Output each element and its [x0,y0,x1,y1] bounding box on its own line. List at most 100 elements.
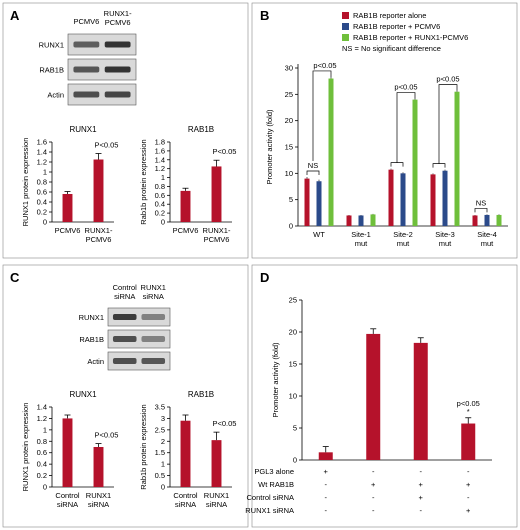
panel-d-condition-mark: + [324,467,329,476]
panel-a-blot-strip [67,83,137,106]
panel-b-bar [442,170,448,226]
panel-c-runx1-tick-label: 0.8 [37,437,47,446]
panel-b-category-label: Site-2 [393,230,413,239]
panel-c-rab1b-title: RAB1B [188,390,214,399]
panel-b-ylabel: Promoter activity (fold) [265,109,274,185]
panel-b-bar [388,169,394,226]
panel-d-ylabel: Promoter activity (fold) [271,342,280,418]
panel-b-top-annotation: p<0.05 [313,61,336,70]
panel-a-band [73,91,100,98]
panel-c-runx1-tick-label: 1.2 [37,414,47,423]
panel-a-runx1-category-label: RUNX1- [85,226,113,235]
panel-a-lane-label: PCMV6 [105,18,131,27]
panel-b-annotation: p<0.05 [436,75,459,84]
panel-d-condition-mark: - [420,467,423,476]
panel-c-rab1b-tick-label: 2.5 [155,425,165,434]
panel-b-tick-label: 25 [285,90,293,99]
panel-d-condition-mark: - [420,506,423,515]
panel-c-rab1b-annotation: P<0.05 [213,419,237,428]
panel-c-lane-label: RUNX1 [141,283,166,292]
panel-a-letter: A [10,8,20,23]
panel-c-runx1-category-label: siRNA [88,500,109,509]
panel-c-runx1-annotation: P<0.05 [95,431,119,440]
panel-c-rab1b-category-label: siRNA [175,500,196,509]
panel-c-runx1-title: RUNX1 [69,390,97,399]
panel-b-category-label: mut [481,239,494,248]
panel-d-condition-label: RUNX1 siRNA [245,506,294,515]
panel-a: PCMV6RUNX1-PCMV6RUNX1RAB1BActin00.20.40.… [21,9,236,244]
panel-a-rab1b-category-label: PCMV6 [204,235,230,244]
panel-a-row-label: RAB1B [39,66,64,75]
panel-d-annotation: p<0.05 [457,399,480,408]
panel-b-annotation: NS [476,198,486,207]
panel-a-rab1b-bar [180,190,191,222]
panel-c-runx1-tick-label: 0.4 [37,460,47,469]
panel-a-rab1b-tick-label: 1.8 [155,138,165,147]
panel-c-runx1-tick-label: 0.2 [37,471,47,480]
panel-c-rab1b-tick-label: 3 [161,414,165,423]
panel-c-band [141,314,166,320]
panel-a-runx1-tick-label: 1.4 [37,148,47,157]
panel-b-legend-label: NS = No significant difference [342,44,441,53]
panel-c-rab1b-category-label: RUNX1 [204,491,229,500]
panel-c-rab1b-tick-label: 2 [161,437,165,446]
panel-a-lane-label: RUNX1- [104,9,132,18]
panel-b-legend-swatch [342,34,349,41]
panel-a-rab1b-title: RAB1B [188,125,214,134]
panel-b-category-label: mut [439,239,452,248]
panel-b-legend-label: RAB1B reporter alone [353,11,426,20]
panel-c-runx1-tick-label: 1.4 [37,403,47,412]
panel-a-rab1b-tick-label: 0.2 [155,209,165,218]
panel-a-runx1-title: RUNX1 [69,125,97,134]
panel-a-rab1b-annotation: P<0.05 [213,147,237,156]
panel-a-rab1b-tick-label: 1.2 [155,164,165,173]
panel-d-bar [413,342,428,460]
panel-c-row-label: RAB1B [79,335,104,344]
panel-b-bar [496,214,502,226]
panel-c-rab1b-tick-label: 3.5 [155,403,165,412]
panel-a-rab1b-tick-label: 1.4 [155,155,165,164]
panel-c-band [112,336,137,342]
panel-c-rab1b-category-label: Control [173,491,198,500]
panel-c-lane-label: siRNA [114,292,135,301]
panel-c-band [112,358,137,364]
panel-b-category-label: mut [397,239,410,248]
panel-c-rab1b-tick-label: 1 [161,460,165,469]
panel-d-condition-mark: + [466,480,471,489]
panel-a-runx1-category-label: PCMV6 [86,235,112,244]
panel-d-annotation-mark: * [467,407,470,416]
panel-c-runx1-tick-label: 1 [43,425,47,434]
panel-b-legend-label: RAB1B reporter + PCMV6 [353,22,440,31]
panel-a-runx1-ylabel: RUNX1 protein expression [21,138,30,227]
panel-b-bar [472,215,478,226]
panel-b-annotation: NS [308,161,318,170]
panel-d-bar [318,452,333,460]
panel-c-row-label: Actin [87,357,104,366]
panel-c-band [141,336,166,342]
panel-c-row-label: RUNX1 [79,313,104,322]
panel-d-condition-mark: + [371,480,376,489]
panel-d-tick-label: 5 [293,424,297,433]
panel-a-rab1b-tick-label: 1 [161,173,165,182]
panel-b: RAB1B reporter alone RAB1B reporter + PCM… [265,11,508,248]
panel-b-bar [412,99,418,226]
panel-b-tick-label: 10 [285,169,293,178]
panel-a-rab1b-tick-label: 0.4 [155,200,165,209]
panel-a-runx1-tick-label: 0 [43,218,47,227]
panel-d-condition-mark: - [467,467,470,476]
panel-b-bar [358,215,364,226]
panel-a-runx1-annotation: P<0.05 [95,141,119,150]
panel-c-runx1-bar [62,418,73,487]
panel-b-bracket [474,208,488,213]
panel-a-band [104,91,131,98]
panel-c-lane-label: siRNA [143,292,164,301]
panel-a-rab1b-category-label: PCMV6 [173,226,199,235]
panel-d-condition-mark: - [325,480,328,489]
panel-b-bar [430,174,436,226]
panel-a-runx1-bar [62,194,73,222]
panel-b-category-label: Site-3 [435,230,455,239]
panel-d-letter: D [260,270,269,285]
panel-c-runx1-tick-label: 0.6 [37,448,47,457]
panel-c-runx1-ylabel: RUNX1 protein expression [21,403,30,492]
